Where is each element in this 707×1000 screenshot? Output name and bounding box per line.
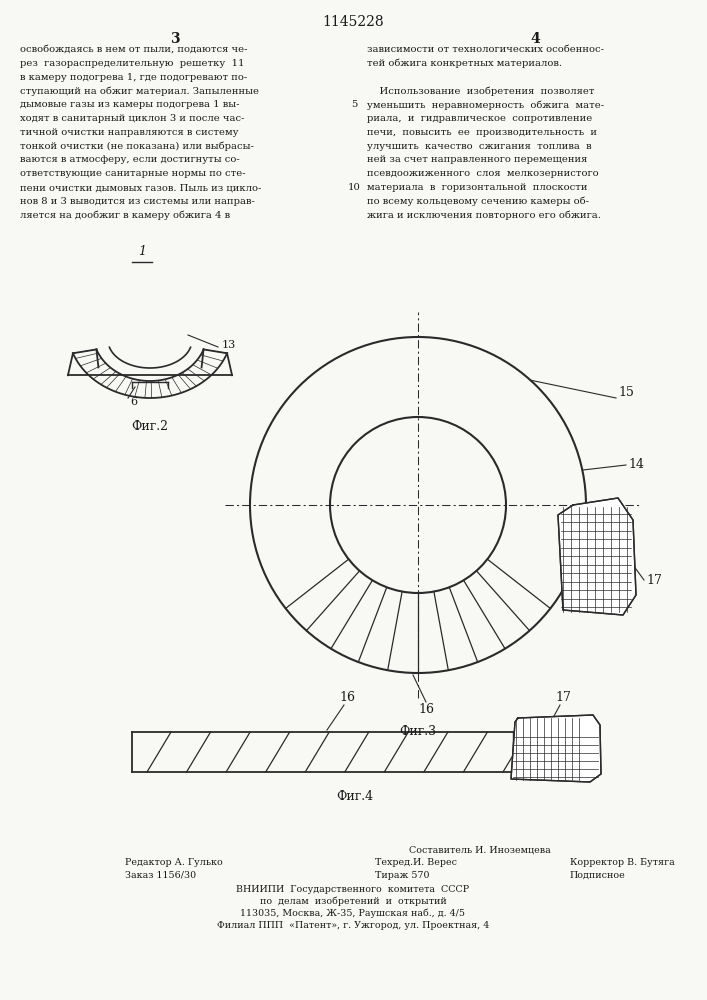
- Text: ВНИИПИ  Государственного  комитета  СССР: ВНИИПИ Государственного комитета СССР: [236, 885, 469, 894]
- Text: ходят в санитарный циклон 3 и после час-: ходят в санитарный циклон 3 и после час-: [20, 114, 245, 123]
- Text: улучшить  качество  сжигания  топлива  в: улучшить качество сжигания топлива в: [367, 142, 592, 151]
- Text: 1145228: 1145228: [322, 15, 384, 29]
- Text: 10: 10: [348, 183, 361, 192]
- Text: 6: 6: [130, 397, 137, 407]
- Text: уменьшить  неравномерность  обжига  мате-: уменьшить неравномерность обжига мате-: [367, 100, 604, 110]
- Text: Корректор В. Бутяга: Корректор В. Бутяга: [570, 858, 674, 867]
- Text: Тираж 570: Тираж 570: [375, 871, 429, 880]
- Text: по  делам  изобретений  и  открытий: по делам изобретений и открытий: [259, 897, 446, 906]
- Text: зависимости от технологических особеннос-: зависимости от технологических особеннос…: [367, 45, 604, 54]
- Text: дымовые газы из камеры подогрева 1 вы-: дымовые газы из камеры подогрева 1 вы-: [20, 100, 240, 109]
- Text: 4: 4: [530, 32, 540, 46]
- Text: 16: 16: [339, 691, 355, 704]
- Text: тонкой очистки (не показана) или выбрасы-: тонкой очистки (не показана) или выбрасы…: [20, 142, 254, 151]
- Text: Составитель И. Иноземцева: Составитель И. Иноземцева: [409, 845, 551, 854]
- Text: Заказ 1156/30: Заказ 1156/30: [125, 871, 196, 880]
- Text: 3: 3: [170, 32, 180, 46]
- Text: 17: 17: [646, 574, 662, 586]
- Text: 13: 13: [222, 340, 236, 350]
- Text: Использование  изобретения  позволяет: Использование изобретения позволяет: [367, 86, 595, 96]
- Text: ответствующие санитарные нормы по сте-: ответствующие санитарные нормы по сте-: [20, 169, 245, 178]
- Text: пени очистки дымовых газов. Пыль из цикло-: пени очистки дымовых газов. Пыль из цикл…: [20, 183, 262, 192]
- Text: 15: 15: [618, 386, 634, 399]
- Text: тей обжига конкретных материалов.: тей обжига конкретных материалов.: [367, 59, 562, 68]
- Text: Фиг.4: Фиг.4: [337, 790, 373, 803]
- Text: ступающий на обжиг материал. Запыленные: ступающий на обжиг материал. Запыленные: [20, 86, 259, 96]
- Text: нов 8 и 3 выводится из системы или направ-: нов 8 и 3 выводится из системы или напра…: [20, 197, 255, 206]
- Text: 17: 17: [555, 691, 571, 704]
- Polygon shape: [511, 715, 601, 782]
- Text: 5: 5: [351, 100, 357, 109]
- Text: ваются в атмосферу, если достигнуты со-: ваются в атмосферу, если достигнуты со-: [20, 155, 240, 164]
- Text: в камеру подогрева 1, где подогревают по-: в камеру подогрева 1, где подогревают по…: [20, 73, 247, 82]
- Text: освобождаясь в нем от пыли, подаются че-: освобождаясь в нем от пыли, подаются че-: [20, 45, 247, 54]
- Text: Подписное: Подписное: [570, 871, 626, 880]
- Polygon shape: [558, 498, 636, 615]
- Text: риала,  и  гидравлическое  сопротивление: риала, и гидравлическое сопротивление: [367, 114, 592, 123]
- Text: ней за счет направленного перемещения: ней за счет направленного перемещения: [367, 155, 588, 164]
- Text: Редактор А. Гулько: Редактор А. Гулько: [125, 858, 223, 867]
- Text: Фиг.3: Фиг.3: [399, 725, 436, 738]
- Text: по всему кольцевому сечению камеры об-: по всему кольцевому сечению камеры об-: [367, 197, 589, 206]
- Text: Фиг.2: Фиг.2: [132, 420, 168, 433]
- Text: Техред.И. Верес: Техред.И. Верес: [375, 858, 457, 867]
- Text: ляется на дообжиг в камеру обжига 4 в: ляется на дообжиг в камеру обжига 4 в: [20, 211, 230, 220]
- Text: 113035, Москва, Ж-35, Раушская наб., д. 4/5: 113035, Москва, Ж-35, Раушская наб., д. …: [240, 909, 465, 918]
- Text: 1: 1: [138, 245, 146, 258]
- Text: материала  в  горизонтальной  плоскости: материала в горизонтальной плоскости: [367, 183, 588, 192]
- Text: Филиал ППП  «Патент», г. Ужгород, ул. Проектная, 4: Филиал ППП «Патент», г. Ужгород, ул. Про…: [217, 921, 489, 930]
- Text: 16: 16: [418, 703, 434, 716]
- Text: 14: 14: [628, 458, 644, 472]
- Text: печи,  повысить  ее  производительность  и: печи, повысить ее производительность и: [367, 128, 597, 137]
- Text: жига и исключения повторного его обжига.: жига и исключения повторного его обжига.: [367, 211, 601, 220]
- Text: псевдоожиженного  слоя  мелкозернистого: псевдоожиженного слоя мелкозернистого: [367, 169, 599, 178]
- Text: тичной очистки направляются в систему: тичной очистки направляются в систему: [20, 128, 238, 137]
- Text: рез  газораспределительную  решетку  11: рез газораспределительную решетку 11: [20, 59, 245, 68]
